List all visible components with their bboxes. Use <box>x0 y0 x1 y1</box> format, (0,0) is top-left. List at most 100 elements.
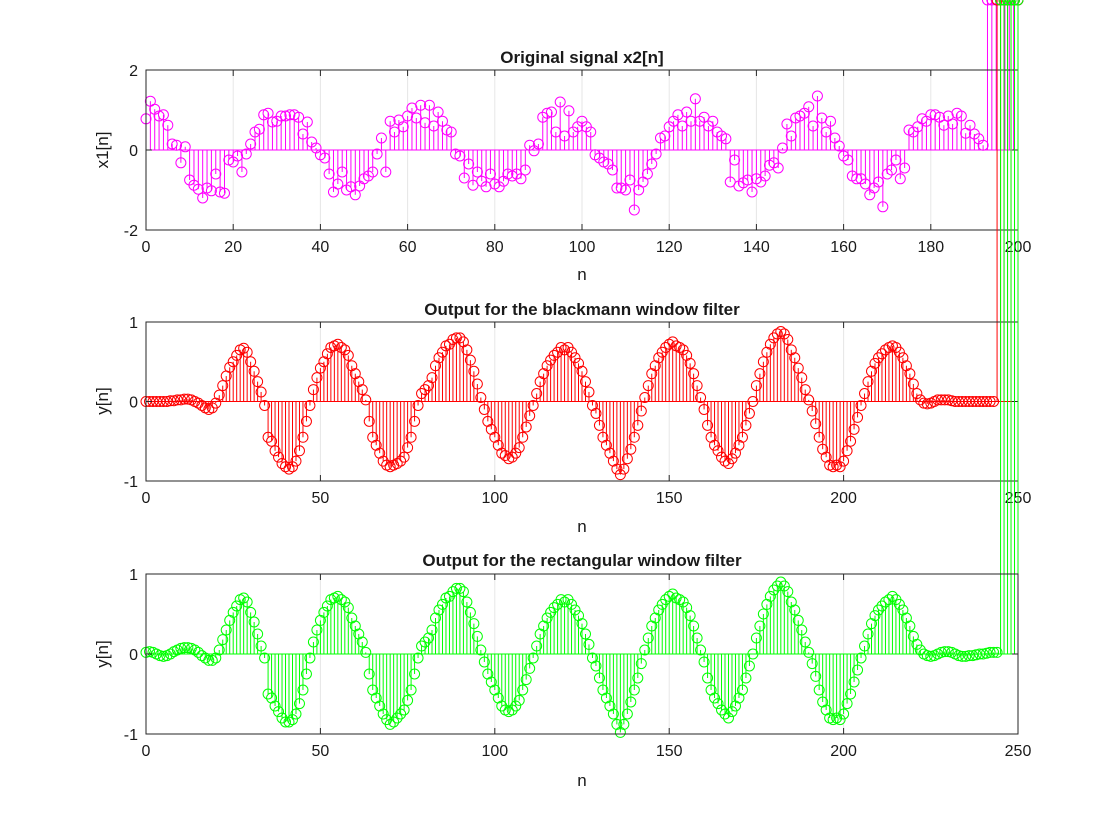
stem-marker <box>245 606 257 618</box>
stem-marker <box>579 376 591 388</box>
stem-marker <box>231 600 243 612</box>
stem-marker <box>984 646 996 658</box>
stem-marker <box>691 632 703 644</box>
stem-marker <box>782 586 794 598</box>
x-axis-label: n <box>577 265 586 284</box>
stem-marker <box>684 357 696 369</box>
stem-marker <box>241 346 253 358</box>
stem-marker <box>845 435 857 447</box>
stem-marker <box>371 148 383 160</box>
stem-marker <box>339 344 351 356</box>
stem-marker <box>468 618 480 630</box>
stem-marker <box>214 186 226 198</box>
stem-marker <box>293 445 305 457</box>
stem-marker <box>695 392 707 404</box>
stem-marker <box>496 700 508 712</box>
stem-marker <box>367 166 379 178</box>
stem-marker <box>698 403 710 415</box>
x-axis-label: n <box>577 771 586 790</box>
stem-marker <box>881 168 893 180</box>
stem-marker <box>517 684 529 696</box>
stem-marker <box>691 380 703 392</box>
stem-marker <box>746 186 758 198</box>
stem-marker <box>914 644 926 656</box>
stem-marker <box>576 365 588 377</box>
stem-marker <box>273 451 285 463</box>
stem-marker <box>178 393 190 405</box>
stem-marker <box>602 158 614 170</box>
stem-marker <box>450 582 462 594</box>
stem-marker <box>685 115 697 127</box>
stem-marker <box>356 384 368 396</box>
stem-marker <box>227 156 239 168</box>
stem-marker <box>189 644 201 656</box>
stem-marker <box>541 360 553 372</box>
stem-marker <box>531 640 543 652</box>
stem-marker <box>998 0 1010 6</box>
stem-marker <box>171 394 183 406</box>
stem-marker <box>255 386 267 398</box>
stem-marker <box>789 604 801 616</box>
stem-marker <box>375 132 387 144</box>
stem-marker <box>806 658 818 670</box>
stem-marker <box>499 450 511 462</box>
x-tick-label: 160 <box>830 239 857 256</box>
stem-marker <box>252 376 264 388</box>
stem-marker <box>162 119 174 131</box>
y-axis-label: x1[n] <box>93 132 112 169</box>
stem-marker <box>782 333 794 345</box>
stem-marker <box>524 410 536 422</box>
stem-marker <box>719 708 731 720</box>
stem-marker <box>841 698 853 710</box>
stem-marker <box>796 624 808 636</box>
stem-marker <box>252 628 264 640</box>
stem-marker <box>248 365 260 377</box>
stem-marker <box>695 644 707 656</box>
stem-marker <box>342 602 354 614</box>
stem-marker <box>754 620 766 632</box>
stem-marker <box>506 704 518 716</box>
stem-marker <box>660 341 672 353</box>
stem-marker <box>166 138 178 150</box>
stem-marker <box>319 152 331 164</box>
stem-marker <box>991 646 1003 658</box>
stem-marker <box>475 392 487 404</box>
stem-marker <box>618 718 630 730</box>
stem-marker <box>297 128 309 140</box>
stem-marker <box>419 636 431 648</box>
stem-marker <box>736 431 748 443</box>
stem-marker <box>450 332 462 344</box>
stem-marker <box>740 672 752 684</box>
stem-marker <box>461 596 473 608</box>
stem-marker <box>554 96 566 108</box>
stem-marker <box>660 594 672 606</box>
stem-marker <box>807 120 819 132</box>
stem-marker <box>283 716 295 728</box>
stem-marker <box>639 392 651 404</box>
stem-marker <box>332 590 344 602</box>
stem-marker <box>306 136 318 148</box>
y-tick-label: 1 <box>129 315 138 332</box>
stem-marker <box>192 646 204 658</box>
stem-marker <box>1005 0 1017 6</box>
stem-marker <box>862 376 874 388</box>
stem-marker <box>1012 0 1024 6</box>
stem-marker <box>813 431 825 443</box>
stem-marker <box>736 684 748 696</box>
x-tick-label: 60 <box>399 239 417 256</box>
stem-marker <box>192 183 204 195</box>
stem-marker <box>593 672 605 684</box>
stem-marker <box>266 116 278 128</box>
stem-marker <box>290 708 302 720</box>
stem-marker <box>833 140 845 152</box>
stem-marker <box>238 342 250 354</box>
stem-marker <box>248 616 260 628</box>
stem-marker <box>838 455 850 467</box>
stem-marker <box>153 110 165 122</box>
stem-marker <box>834 461 846 473</box>
stem-marker <box>729 154 741 166</box>
stem-marker <box>436 346 448 358</box>
stem-marker <box>384 115 396 127</box>
stem-marker <box>712 698 724 710</box>
stem-marker <box>307 384 319 396</box>
